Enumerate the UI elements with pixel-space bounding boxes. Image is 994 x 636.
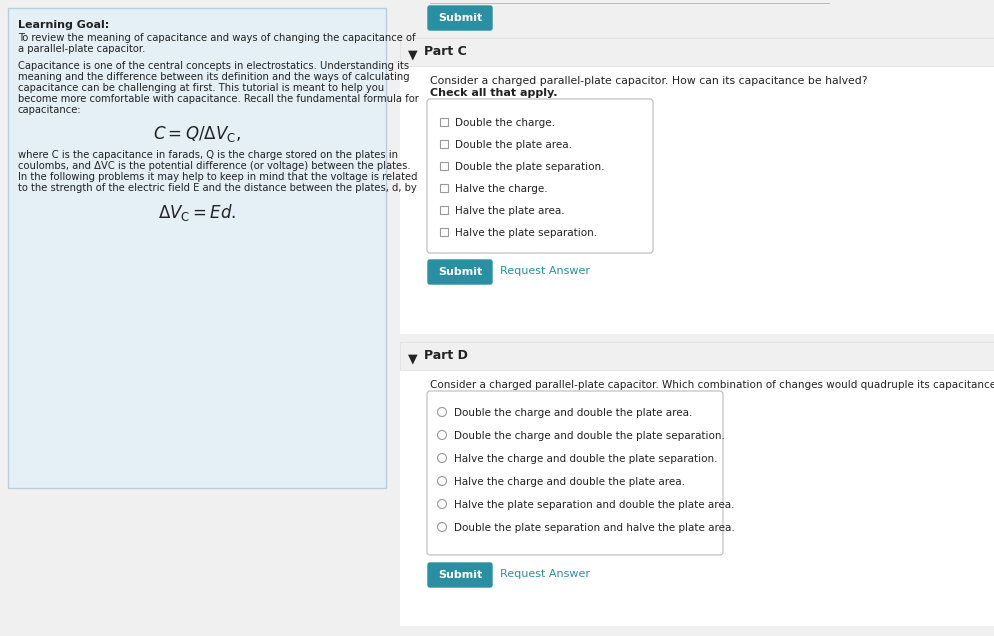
Text: Halve the charge.: Halve the charge. (454, 184, 547, 194)
Text: Learning Goal:: Learning Goal: (18, 20, 109, 30)
Bar (400, 370, 994, 626)
Text: Halve the charge and double the plate separation.: Halve the charge and double the plate se… (453, 454, 717, 464)
Text: Double the charge and double the plate separation.: Double the charge and double the plate s… (453, 431, 725, 441)
Text: where C is the capacitance in farads, Q is the charge stored on the plates in: where C is the capacitance in farads, Q … (18, 150, 398, 160)
Text: Consider a charged parallel-plate capacitor. How can its capacitance be halved?: Consider a charged parallel-plate capaci… (429, 76, 867, 86)
FancyBboxPatch shape (427, 563, 491, 587)
Text: Consider a charged parallel-plate capacitor. Which combination of changes would : Consider a charged parallel-plate capaci… (429, 380, 994, 390)
Text: Double the charge.: Double the charge. (454, 118, 555, 128)
Text: Submit: Submit (437, 570, 482, 580)
FancyBboxPatch shape (427, 6, 491, 30)
Text: Request Answer: Request Answer (500, 266, 589, 276)
Bar (400, 38, 994, 66)
Text: ▼: ▼ (408, 352, 417, 365)
Bar (439, 118, 447, 126)
Text: Part D: Part D (423, 349, 467, 362)
Text: ▼: ▼ (408, 48, 417, 61)
Text: Submit: Submit (437, 13, 482, 23)
Text: $C = Q/\Delta V_\mathrm{C},$: $C = Q/\Delta V_\mathrm{C},$ (153, 124, 241, 144)
Text: capacitance:: capacitance: (18, 105, 82, 115)
Bar (439, 228, 447, 236)
Text: Part C: Part C (423, 45, 466, 58)
Text: In the following problems it may help to keep in mind that the voltage is relate: In the following problems it may help to… (18, 172, 417, 182)
Text: Check all that apply.: Check all that apply. (429, 88, 557, 98)
Text: Halve the charge and double the plate area.: Halve the charge and double the plate ar… (453, 477, 684, 487)
Bar (439, 184, 447, 192)
Bar (439, 140, 447, 148)
Circle shape (437, 408, 446, 417)
Text: $\Delta V_\mathrm{C} = Ed.$: $\Delta V_\mathrm{C} = Ed.$ (158, 202, 236, 223)
Text: Halve the plate separation.: Halve the plate separation. (454, 228, 596, 238)
Text: Double the plate area.: Double the plate area. (454, 140, 572, 150)
Text: Double the plate separation and halve the plate area.: Double the plate separation and halve th… (453, 523, 734, 533)
Circle shape (437, 431, 446, 439)
Circle shape (437, 453, 446, 462)
FancyBboxPatch shape (427, 260, 491, 284)
Text: a parallel-plate capacitor.: a parallel-plate capacitor. (18, 44, 145, 54)
Bar (400, 342, 994, 370)
Circle shape (437, 476, 446, 485)
Text: To review the meaning of capacitance and ways of changing the capacitance of: To review the meaning of capacitance and… (18, 33, 415, 43)
Text: Capacitance is one of the central concepts in electrostatics. Understanding its: Capacitance is one of the central concep… (18, 61, 409, 71)
Text: meaning and the difference between its definition and the ways of calculating: meaning and the difference between its d… (18, 72, 410, 82)
Bar (429, 3, 829, 4)
Circle shape (437, 499, 446, 509)
Bar (439, 162, 447, 170)
Text: Halve the plate area.: Halve the plate area. (454, 206, 564, 216)
Text: Halve the plate separation and double the plate area.: Halve the plate separation and double th… (453, 500, 734, 510)
Circle shape (437, 523, 446, 532)
Bar (400, 66, 994, 334)
Text: Submit: Submit (437, 267, 482, 277)
Bar (8, 8, 386, 488)
Text: to the strength of the electric field E and the distance between the plates, d, : to the strength of the electric field E … (18, 183, 416, 193)
Text: become more comfortable with capacitance. Recall the fundamental formula for: become more comfortable with capacitance… (18, 94, 418, 104)
Text: Request Answer: Request Answer (500, 569, 589, 579)
FancyBboxPatch shape (426, 391, 723, 555)
Bar (439, 206, 447, 214)
Text: coulombs, and ΔVC is the potential difference (or voltage) between the plates.: coulombs, and ΔVC is the potential diffe… (18, 161, 411, 171)
Text: Double the charge and double the plate area.: Double the charge and double the plate a… (453, 408, 692, 418)
Text: capacitance can be challenging at first. This tutorial is meant to help you: capacitance can be challenging at first.… (18, 83, 384, 93)
FancyBboxPatch shape (426, 99, 652, 253)
Text: Double the plate separation.: Double the plate separation. (454, 162, 604, 172)
